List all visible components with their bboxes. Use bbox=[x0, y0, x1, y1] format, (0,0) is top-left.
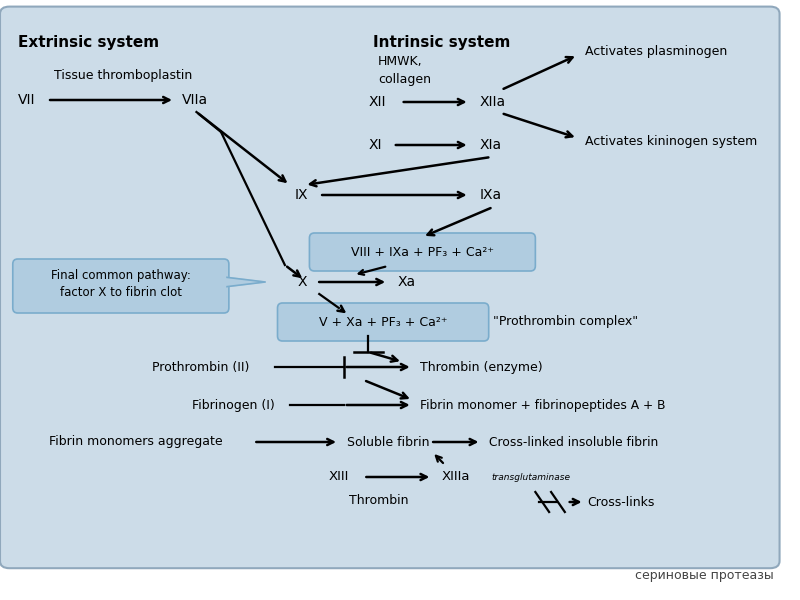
Text: Fibrin monomers aggregate: Fibrin monomers aggregate bbox=[49, 436, 222, 449]
FancyBboxPatch shape bbox=[278, 303, 489, 341]
Text: VIII + IXa + PF₃ + Ca²⁺: VIII + IXa + PF₃ + Ca²⁺ bbox=[351, 245, 494, 259]
Text: Activates kininogen system: Activates kininogen system bbox=[586, 136, 758, 148]
Text: Thrombin: Thrombin bbox=[349, 493, 408, 506]
Text: XI: XI bbox=[368, 138, 382, 152]
FancyBboxPatch shape bbox=[13, 259, 229, 313]
Text: VIIa: VIIa bbox=[182, 93, 208, 107]
Text: Cross-linked insoluble fibrin: Cross-linked insoluble fibrin bbox=[489, 436, 658, 449]
Text: Intrinsic system: Intrinsic system bbox=[374, 34, 510, 49]
Text: Xa: Xa bbox=[398, 275, 416, 289]
Text: Thrombin (enzyme): Thrombin (enzyme) bbox=[421, 361, 543, 373]
Text: XIa: XIa bbox=[479, 138, 502, 152]
FancyBboxPatch shape bbox=[0, 7, 779, 568]
Text: HMWK,: HMWK, bbox=[378, 55, 423, 68]
Text: Fibrinogen (I): Fibrinogen (I) bbox=[191, 398, 274, 412]
Text: Final common pathway:: Final common pathway: bbox=[51, 269, 190, 281]
Text: XII: XII bbox=[368, 95, 386, 109]
Text: factor X to fibrin clot: factor X to fibrin clot bbox=[60, 286, 182, 298]
Text: Prothrombin (II): Prothrombin (II) bbox=[152, 361, 250, 373]
Text: "Prothrombin complex": "Prothrombin complex" bbox=[493, 316, 638, 329]
Text: сериновые протеазы: сериновые протеазы bbox=[635, 569, 774, 581]
Text: IXa: IXa bbox=[479, 188, 502, 202]
Text: XIIIa: XIIIa bbox=[442, 470, 470, 484]
Polygon shape bbox=[224, 277, 266, 287]
Text: IX: IX bbox=[294, 188, 308, 202]
FancyBboxPatch shape bbox=[310, 233, 535, 271]
Text: collagen: collagen bbox=[378, 73, 431, 86]
Text: Activates plasminogen: Activates plasminogen bbox=[586, 46, 728, 58]
Text: XIIa: XIIa bbox=[479, 95, 506, 109]
Text: VII: VII bbox=[18, 93, 35, 107]
Text: Fibrin monomer + fibrinopeptides A + B: Fibrin monomer + fibrinopeptides A + B bbox=[421, 398, 666, 412]
Text: XIII: XIII bbox=[329, 470, 350, 484]
Text: X: X bbox=[298, 275, 307, 289]
Text: Cross-links: Cross-links bbox=[587, 496, 654, 509]
Text: Tissue thromboplastin: Tissue thromboplastin bbox=[54, 68, 192, 82]
Text: Extrinsic system: Extrinsic system bbox=[18, 34, 159, 49]
Text: transglutaminase: transglutaminase bbox=[491, 473, 570, 481]
Text: Soluble fibrin: Soluble fibrin bbox=[346, 436, 430, 449]
Text: V + Xa + PF₃ + Ca²⁺: V + Xa + PF₃ + Ca²⁺ bbox=[319, 316, 447, 329]
